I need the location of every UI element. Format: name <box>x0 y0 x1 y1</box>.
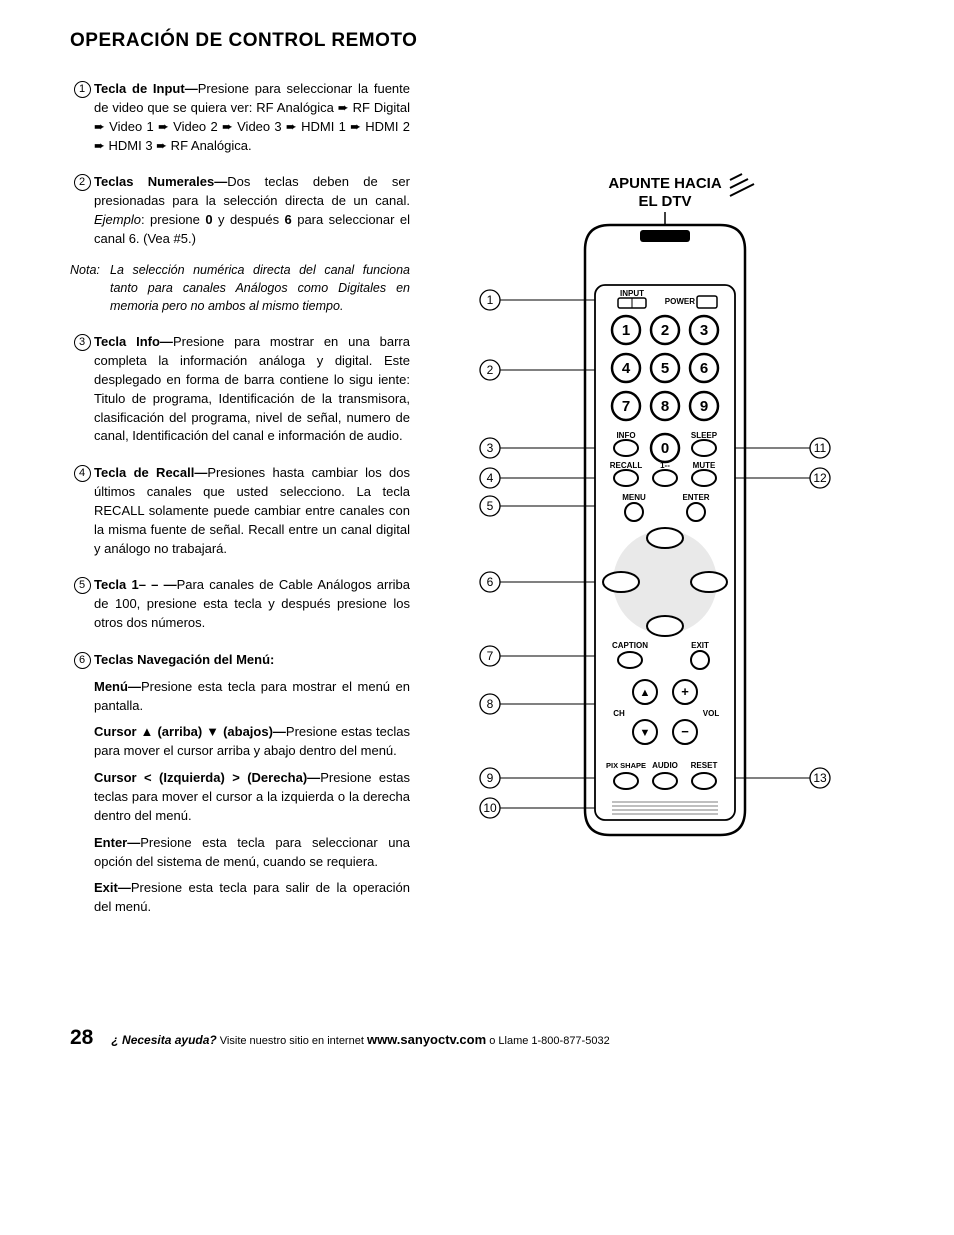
svg-text:4: 4 <box>622 360 631 377</box>
svg-text:5: 5 <box>487 499 494 513</box>
item-label: Tecla 1– – — <box>94 577 177 592</box>
svg-text:▼: ▼ <box>640 727 651 739</box>
svg-text:10: 10 <box>483 801 497 815</box>
note-label: Nota: <box>70 261 110 315</box>
footer: 28 ¿ Necesita ayuda? Visite nuestro siti… <box>70 1026 610 1050</box>
svg-text:4: 4 <box>487 471 494 485</box>
svg-text:3: 3 <box>487 441 494 455</box>
svg-text:0: 0 <box>661 440 669 457</box>
svg-text:−: − <box>681 724 689 739</box>
svg-text:8: 8 <box>487 697 494 711</box>
svg-text:8: 8 <box>661 398 669 415</box>
svg-text:1: 1 <box>622 322 630 339</box>
content-row: 1 Tecla de Input—Presione para seleccion… <box>70 80 894 935</box>
item-label: Tecla Info— <box>94 334 173 349</box>
svg-text:MENU: MENU <box>622 493 646 502</box>
svg-text:SLEEP: SLEEP <box>691 431 718 440</box>
svg-text:7: 7 <box>487 649 494 663</box>
svg-text:AUDIO: AUDIO <box>652 761 678 770</box>
svg-text:9: 9 <box>700 398 708 415</box>
svg-text:1: 1 <box>487 293 494 307</box>
svg-text:INFO: INFO <box>616 431 635 440</box>
svg-text:13: 13 <box>813 771 827 785</box>
footer-text: ¿ Necesita ayuda? Visite nuestro sitio e… <box>111 1032 609 1047</box>
svg-text:2: 2 <box>661 322 669 339</box>
note-text: La selección numérica directa del canal … <box>110 261 410 315</box>
svg-text:EXIT: EXIT <box>691 641 709 650</box>
svg-text:3: 3 <box>700 322 708 339</box>
item-number: 3 <box>74 334 91 351</box>
item-text: Presione para mostrar en una barra compl… <box>94 334 410 443</box>
item-label: Tecla de Input— <box>94 81 198 96</box>
example-label: Ejemplo <box>94 212 141 227</box>
svg-text:1--: 1-- <box>660 461 670 470</box>
svg-text:PIX SHAPE: PIX SHAPE <box>606 761 646 770</box>
diagram-header1: APUNTE HACIA <box>608 175 722 192</box>
svg-text:2: 2 <box>487 363 494 377</box>
svg-text:7: 7 <box>622 398 630 415</box>
page-number: 28 <box>70 1026 93 1050</box>
signal-icon <box>730 174 754 196</box>
svg-text:CH: CH <box>613 709 625 718</box>
diagram-header2: EL DTV <box>638 193 691 210</box>
item-number: 2 <box>74 174 91 191</box>
item-number: 1 <box>74 81 91 98</box>
svg-text:RESET: RESET <box>691 761 718 770</box>
note: Nota: La selección numérica directa del … <box>70 261 410 315</box>
item-4: 4 Tecla de Recall—Presiones hasta cambia… <box>70 464 410 558</box>
item-label: Teclas Numerales— <box>94 174 227 189</box>
svg-text:MUTE: MUTE <box>693 461 716 470</box>
diagram-column: APUNTE HACIA EL DTV INPUT POWER 12 <box>440 80 894 935</box>
item-3: 3 Tecla Info—Presione para mostrar en un… <box>70 333 410 446</box>
svg-text:VOL: VOL <box>703 709 720 718</box>
svg-text:9: 9 <box>487 771 494 785</box>
svg-text:ENTER: ENTER <box>682 493 709 502</box>
remote-diagram: APUNTE HACIA EL DTV INPUT POWER 12 <box>440 170 870 870</box>
item-number: 6 <box>74 652 91 669</box>
svg-text:POWER: POWER <box>665 297 695 306</box>
svg-text:INPUT: INPUT <box>620 289 644 298</box>
item-2: 2 Teclas Numerales—Dos teclas deben de s… <box>70 173 410 248</box>
item-5: 5 Tecla 1– – —Para canales de Cable Anál… <box>70 576 410 633</box>
svg-text:RECALL: RECALL <box>610 461 643 470</box>
svg-text:+: + <box>681 684 689 699</box>
svg-text:▲: ▲ <box>640 687 651 699</box>
svg-text:11: 11 <box>814 441 827 455</box>
svg-text:6: 6 <box>487 575 494 589</box>
item-label: Tecla de Recall— <box>94 465 207 480</box>
svg-text:12: 12 <box>813 471 827 485</box>
svg-text:6: 6 <box>700 360 708 377</box>
item-label: Teclas Navegación del Menú: <box>94 652 274 667</box>
svg-text:CAPTION: CAPTION <box>612 641 648 650</box>
item-number: 4 <box>74 465 91 482</box>
text-column: 1 Tecla de Input—Presione para seleccion… <box>70 80 410 935</box>
svg-text:5: 5 <box>661 360 669 377</box>
item-1: 1 Tecla de Input—Presione para seleccion… <box>70 80 410 155</box>
item-6: 6 Teclas Navegación del Menú: Menú—Presi… <box>70 651 410 917</box>
item-number: 5 <box>74 577 91 594</box>
page-title: OPERACIÓN DE CONTROL REMOTO <box>70 30 894 52</box>
